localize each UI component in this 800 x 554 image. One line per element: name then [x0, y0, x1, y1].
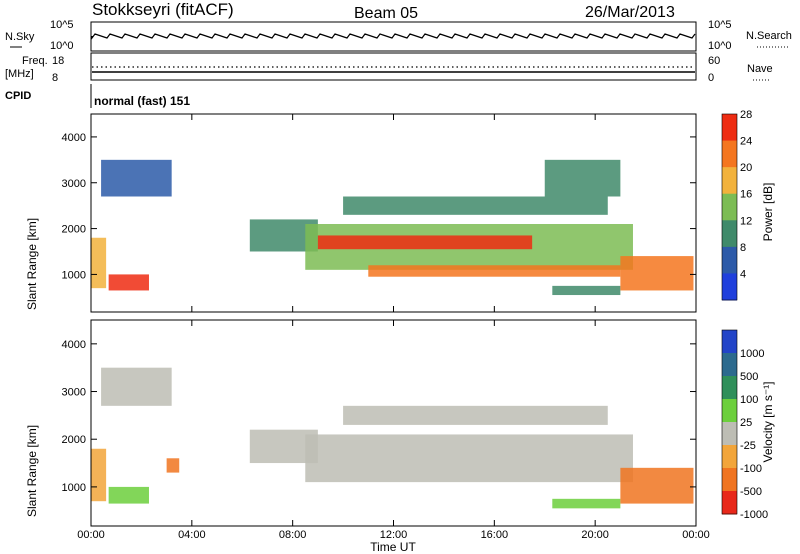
- x-tick-label: 00:00: [682, 529, 710, 541]
- colorbar-swatch: [722, 167, 737, 195]
- colorbar-swatch: [722, 273, 737, 301]
- nsky-strip-frame: [90, 21, 697, 52]
- power-echo-region-10: [544, 159, 621, 197]
- colorbar-swatch: [722, 491, 737, 515]
- colorbar-tick-label: 500: [740, 371, 758, 383]
- velocity-echo-region-2: [108, 486, 149, 504]
- velocity-echo-region-7: [552, 498, 621, 509]
- y-tick-label: 4000: [62, 339, 86, 351]
- velocity-echo-region-1: [101, 367, 172, 406]
- colorbar-swatch: [722, 376, 737, 400]
- x-tick-label: 00:00: [77, 529, 105, 541]
- y-tick-label: 2000: [62, 224, 86, 236]
- freq-tick-bottom: 8: [52, 72, 58, 84]
- y-tick-label: 2000: [62, 434, 86, 446]
- freq-label: Freq.: [22, 55, 48, 67]
- colorbar-tick-label: 28: [740, 109, 752, 121]
- colorbar-tick-label: 20: [740, 162, 752, 174]
- velocity-echo-region-3: [166, 458, 180, 473]
- xlabel: Time UT: [370, 540, 416, 554]
- cpid-value: normal (fast) 151: [94, 94, 190, 108]
- power-echo-region-5: [317, 235, 533, 250]
- colorbar-frame: [721, 113, 738, 301]
- power-colorbar-label: Power [dB]: [761, 183, 775, 242]
- colorbar-tick-label: 4: [740, 268, 746, 280]
- colorbar-frame: [721, 329, 738, 515]
- power-echo-region-6: [368, 265, 621, 277]
- nsearch-label: N.Search: [746, 30, 792, 42]
- colorbar-swatch: [722, 114, 737, 142]
- colorbar-tick-label: 16: [740, 189, 752, 201]
- x-tick-label: 04:00: [178, 529, 206, 541]
- power-echo-region-2: [108, 274, 149, 291]
- nsky-label: N.Sky: [5, 31, 35, 43]
- x-tick-label: 12:00: [380, 529, 408, 541]
- power-echo-region-8: [552, 285, 621, 296]
- nave-tick-bottom: 0: [708, 72, 714, 84]
- colorbar-swatch: [722, 399, 737, 423]
- colorbar-tick-label: 1000: [740, 348, 764, 360]
- velocity-colorbar-label: Velocity [m s⁻¹]: [761, 381, 775, 462]
- nsky-trace: [91, 33, 696, 40]
- nave-tick-top: 60: [708, 55, 720, 67]
- freq-strip-frame: [90, 52, 697, 81]
- x-tick-label: 08:00: [279, 529, 307, 541]
- velocity-echo-region-8: [620, 467, 694, 504]
- nsearch-tick-bottom: 10^0: [708, 40, 732, 52]
- y-tick-label: 3000: [62, 387, 86, 399]
- colorbar-swatch: [722, 353, 737, 377]
- y-tick-label: 3000: [62, 178, 86, 190]
- colorbar-tick-label: -25: [740, 440, 756, 452]
- freq-unit-label: [MHz]: [5, 68, 34, 80]
- colorbar-swatch: [722, 445, 737, 469]
- nsky-tick-top: 10^5: [50, 19, 74, 31]
- colorbar-swatch: [722, 220, 737, 248]
- colorbar-tick-label: -500: [740, 486, 762, 498]
- colorbar-tick-label: 8: [740, 242, 746, 254]
- beam-title: Beam 05: [354, 5, 418, 22]
- velocity-echo-region-6: [343, 405, 608, 425]
- colorbar-swatch: [722, 193, 737, 221]
- velocity-panel: 1000 2000 3000 4000 00:00 04:00 08:00 12:00 16:0…: [62, 319, 768, 541]
- power-panel: 1000 2000 3000 4000 4 8 12 16 20 24 28: [62, 109, 752, 313]
- nave-label: Nave: [747, 63, 773, 75]
- freq-tick-top: 18: [52, 55, 64, 67]
- colorbar-tick-label: 25: [740, 417, 752, 429]
- power-echo-region-7: [343, 196, 608, 215]
- velocity-ylabel: Slant Range [km]: [25, 425, 39, 517]
- power-echo-region-9: [620, 256, 694, 291]
- power-ylabel: Slant Range [km]: [25, 218, 39, 310]
- colorbar-swatch: [722, 246, 737, 274]
- station-title: Stokkseyri (fitACF): [92, 0, 234, 19]
- colorbar-tick-label: 24: [740, 136, 752, 148]
- colorbar-swatch: [722, 330, 737, 354]
- colorbar-tick-label: 100: [740, 394, 758, 406]
- nsearch-tick-top: 10^5: [708, 19, 732, 31]
- cpid-label: CPID: [5, 90, 31, 102]
- power-echo-region-0: [91, 237, 107, 289]
- velocity-echo-region-5: [305, 434, 633, 483]
- colorbar-swatch: [722, 468, 737, 492]
- colorbar-swatch: [722, 140, 737, 168]
- colorbar-tick-label: 12: [740, 215, 752, 227]
- colorbar-tick-label: -1000: [740, 509, 768, 521]
- x-tick-label: 20:00: [581, 529, 609, 541]
- y-tick-label: 4000: [62, 132, 86, 144]
- colorbar-swatch: [722, 422, 737, 446]
- nsky-tick-bottom: 10^0: [50, 40, 74, 52]
- y-tick-label: 1000: [62, 269, 86, 281]
- velocity-echo-region-0: [91, 448, 107, 502]
- y-tick-label: 1000: [62, 482, 86, 494]
- date-title: 26/Mar/2013: [585, 4, 675, 21]
- x-tick-label: 16:00: [481, 529, 509, 541]
- colorbar-tick-label: -100: [740, 463, 762, 475]
- power-echo-region-1: [101, 159, 172, 197]
